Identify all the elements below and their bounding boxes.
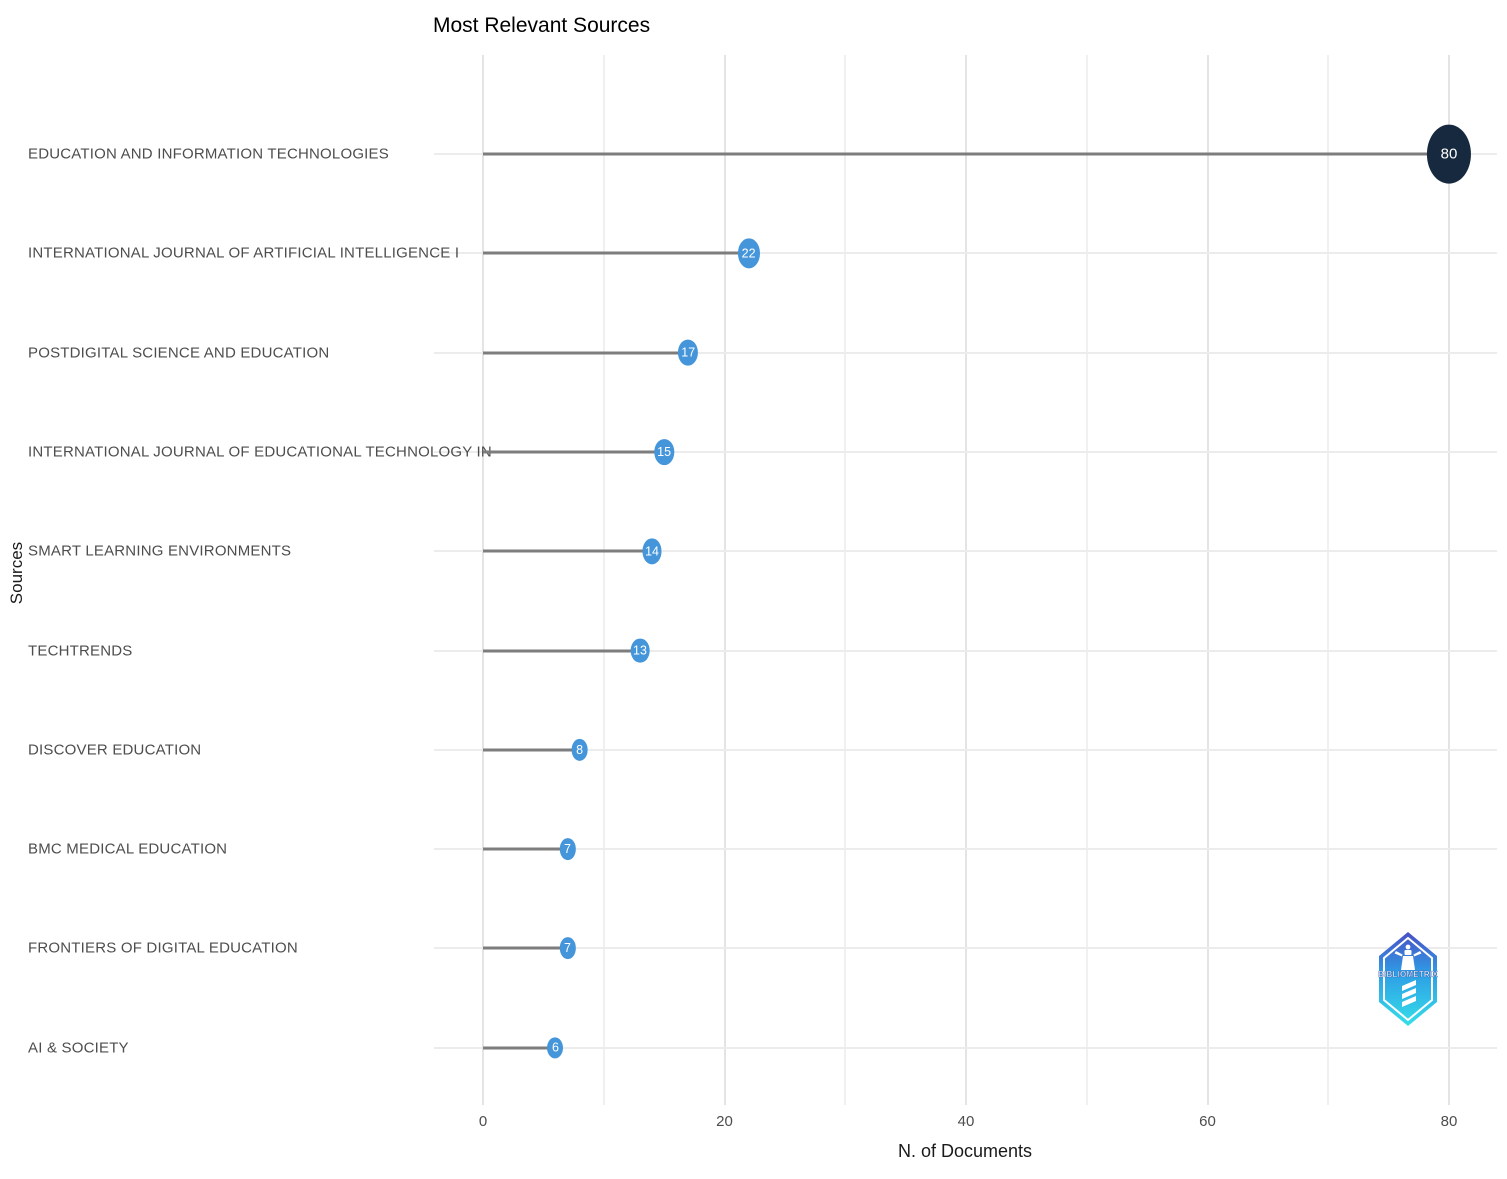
gridline-horizontal [434,748,1497,751]
category-label: INTERNATIONAL JOURNAL OF ARTIFICIAL INTE… [28,244,460,262]
category-label: DISCOVER EDUCATION [28,741,202,759]
data-point: 80 [1426,124,1472,184]
data-point-value: 22 [741,246,756,261]
data-point: 15 [654,438,674,465]
lollipop-stem [483,946,568,950]
logo-wordmark: BIBLIOMETRIX [1378,970,1438,979]
lollipop-stem [483,152,1449,156]
gridline-vertical-major [1448,55,1450,1105]
logo-inner-hexagon [1383,936,1433,1022]
gridline-horizontal [434,649,1497,652]
gridline-horizontal [434,351,1497,354]
x-tick-label: 40 [957,1113,975,1130]
data-point-value: 7 [564,841,571,856]
gridline-horizontal [434,252,1497,255]
x-tick-label: 0 [478,1113,488,1130]
x-tick-label: 80 [1440,1113,1458,1130]
gridline-horizontal [434,450,1497,453]
x-axis-title: N. of Documents [897,1141,1033,1161]
category-label: SMART LEARNING ENVIRONMENTS [28,542,292,560]
data-point-value: 80 [1440,145,1458,163]
lollipop-stem [483,649,640,652]
gridline-vertical-minor [602,55,605,1105]
data-point: 7 [559,838,576,860]
category-label: FRONTIERS OF DIGITAL EDUCATION [28,939,298,957]
category-label: BMC MEDICAL EDUCATION [28,840,228,858]
gridline-vertical-minor [844,55,847,1105]
data-point-value: 6 [551,1040,559,1055]
data-point: 8 [571,738,588,761]
gridline-horizontal [434,550,1497,553]
x-tick-label: 60 [1199,1113,1216,1130]
lollipop-stem [483,450,665,454]
gridline-horizontal [434,848,1497,851]
data-point: 7 [559,937,576,960]
logo-hexagon [1379,932,1437,1026]
category-label: INTERNATIONAL JOURNAL OF EDUCATIONAL TEC… [28,443,492,461]
gridline-horizontal [434,1046,1497,1049]
lollipop-stem [483,251,749,255]
data-point: 17 [678,339,699,367]
gridline-vertical-major [723,55,726,1105]
lollipop-stem [483,1046,556,1050]
lollipop-stem [483,351,689,355]
data-point-value: 13 [633,643,647,658]
gridline-vertical-minor [1327,55,1330,1105]
chart-title: Most Relevant Sources [433,14,651,37]
lollipop-stem [483,549,653,553]
lighthouse-icon [1394,944,1422,1007]
gridline-vertical-major [1206,55,1209,1105]
data-point: 13 [630,638,650,663]
x-tick-label: 20 [716,1113,733,1130]
data-point: 14 [642,538,662,564]
lollipop-stem [483,748,580,752]
bibliometrix-logo: BIBLIOMETRIX [1378,932,1438,1026]
category-label: AI & SOCIETY [28,1039,129,1057]
category-label: EDUCATION AND INFORMATION TECHNOLOGIES [28,145,389,163]
data-point-value: 17 [681,345,696,360]
y-axis-title: Sources [7,541,26,605]
lollipop-stem [483,847,568,851]
data-point-value: 8 [576,742,584,757]
data-point: 22 [737,238,760,268]
gridline-vertical-major [965,55,967,1105]
data-point-value: 14 [645,543,659,558]
gridline-horizontal [434,947,1497,950]
category-label: POSTDIGITAL SCIENCE AND EDUCATION [28,344,330,362]
data-point: 6 [547,1037,564,1059]
gridline-vertical-major [482,55,484,1105]
data-point-value: 7 [564,941,571,956]
gridline-vertical-minor [1085,55,1088,1105]
category-label: TECHTRENDS [28,642,133,659]
data-point-value: 15 [657,444,672,459]
